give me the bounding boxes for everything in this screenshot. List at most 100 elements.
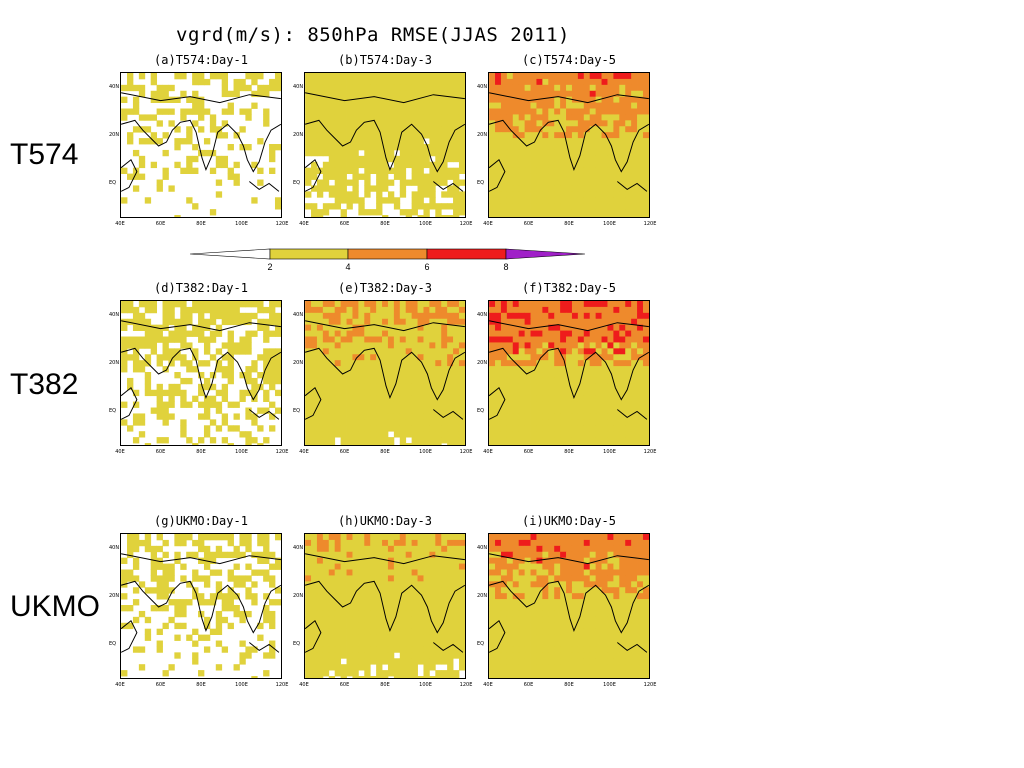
x-tick-label: 80E [380,449,390,455]
y-tick-label: EQ [293,180,301,186]
x-tick-label: 120E [459,221,473,227]
rmse-field [121,73,281,217]
x-tick-label: 120E [459,682,473,688]
x-tick-label: 60E [523,449,534,455]
x-tick-label: 120E [275,449,289,455]
x-tick-label: 80E [380,221,390,227]
x-tick-label: 60E [155,221,166,227]
panel-title: (i)UKMO:Day-5 [522,514,616,528]
y-tick-label: 20N [109,593,120,599]
panel-title: (g)UKMO:Day-1 [154,514,248,528]
map-panel-f: (f)T382:Day-5 40E 60E 80E 100E 120E 40N 20N EQ [477,281,656,455]
colorbar-segment-orange [347,248,428,260]
y-tick-label: 20N [477,360,488,366]
map-panel-h: (h)UKMO:Day-3 40E 60E 80E 100E 120E 40N 20N EQ [293,514,472,688]
y-tick-label: 40N [109,84,120,90]
x-tick-label: 80E [564,449,574,455]
x-tick-label: 40E [115,449,125,455]
panel-title: (a)T574:Day-1 [154,53,248,67]
y-tick-label: 20N [477,132,488,138]
coastline [305,553,465,653]
colorbar-label: 4 [345,262,351,272]
y-tick-label: EQ [477,180,485,186]
x-tick-label: 100E [419,221,432,227]
x-tick-label: 60E [155,449,166,455]
x-tick-label: 100E [603,682,616,688]
y-tick-label: EQ [109,180,117,186]
x-tick-label: 80E [196,449,206,455]
panel-title: (f)T382:Day-5 [522,281,616,295]
y-tick-label: 40N [293,312,304,318]
x-tick-label: 40E [115,682,125,688]
y-tick-label: 40N [109,312,120,318]
x-tick-label: 80E [196,682,206,688]
map [304,533,466,679]
y-tick-label: EQ [477,408,485,414]
map-panel-g: (g)UKMO:Day-1 40E 60E 80E 100E 120E 40N 20N EQ [109,514,288,688]
coastline [121,320,281,420]
map [120,72,282,218]
x-tick-label: 100E [603,449,616,455]
coastline [121,92,281,192]
rmse-field [489,301,649,445]
rmse-field [489,73,649,217]
y-tick-label: 20N [293,360,304,366]
map-panel-a: (a)T574:Day-1 40E 60E 80E 100E 120E 40N 20N EQ [109,53,288,227]
x-tick-label: 60E [339,682,350,688]
x-tick-label: 120E [275,221,289,227]
y-tick-label: EQ [477,641,485,647]
y-tick-label: 40N [477,545,488,551]
colorbar-segment-yellow [269,248,349,260]
map [488,300,650,446]
y-tick-label: 40N [477,312,488,318]
x-tick-label: 60E [155,682,166,688]
coastline [489,92,649,192]
rmse-field [305,301,465,445]
y-tick-label: 20N [109,360,120,366]
x-tick-label: 40E [115,221,125,227]
colorbar-segment-red [426,248,507,260]
y-tick-label: 20N [293,132,304,138]
y-tick-label: 20N [477,593,488,599]
y-tick-label: 20N [109,132,120,138]
rmse-field [489,534,649,678]
rmse-field [121,534,281,678]
x-tick-label: 40E [483,449,493,455]
map [120,300,282,446]
x-tick-label: 120E [643,221,657,227]
map [120,533,282,679]
x-tick-label: 120E [275,682,289,688]
x-tick-label: 100E [235,221,248,227]
rmse-field [305,73,465,217]
x-tick-label: 40E [299,449,309,455]
panel-title: (h)UKMO:Day-3 [338,514,432,528]
x-tick-label: 100E [419,682,432,688]
coastline [305,92,465,192]
x-tick-label: 60E [339,449,350,455]
row-label-ukmo: UKMO [10,590,100,623]
x-tick-label: 60E [339,221,350,227]
colorbar [190,248,586,260]
x-tick-label: 100E [235,682,248,688]
y-tick-label: EQ [109,641,117,647]
colorbar-segment-purple [505,248,586,260]
colorbar-label: 8 [503,262,509,272]
x-tick-label: 40E [299,221,309,227]
y-tick-label: 20N [293,593,304,599]
y-tick-label: 40N [293,545,304,551]
y-tick-label: EQ [293,408,301,414]
rmse-field [121,301,281,445]
x-tick-label: 40E [483,682,493,688]
x-tick-label: 60E [523,682,534,688]
row-label-t382: T382 [10,368,79,401]
map-panel-i: (i)UKMO:Day-5 40E 60E 80E 100E 120E 40N 20N EQ [477,514,656,688]
y-tick-label: 40N [293,84,304,90]
y-tick-label: EQ [109,408,117,414]
map-panel-e: (e)T382:Day-3 40E 60E 80E 100E 120E 40N 20N EQ [293,281,472,455]
map-panel-b: (b)T574:Day-3 40E 60E 80E 100E 120E 40N 20N EQ [293,53,472,227]
x-tick-label: 40E [483,221,493,227]
x-tick-label: 100E [419,449,432,455]
x-tick-label: 120E [643,449,657,455]
coastline [489,553,649,653]
colorbar-label: 2 [267,262,273,272]
